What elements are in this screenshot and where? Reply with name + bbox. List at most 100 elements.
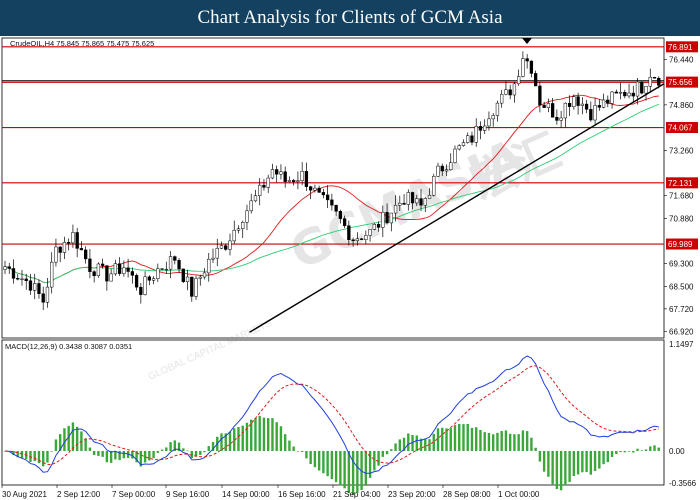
candle xyxy=(355,232,359,246)
macd-histogram-bar xyxy=(483,432,486,451)
candle xyxy=(96,262,101,278)
macd-histogram-bar xyxy=(547,450,550,477)
candle xyxy=(54,238,58,267)
macd-histogram-bar xyxy=(513,434,516,451)
candle xyxy=(334,204,338,216)
macd-histogram-bar xyxy=(559,450,563,491)
candle xyxy=(652,76,657,79)
candle xyxy=(126,258,130,278)
time-tick-label: 30 Aug 2021 xyxy=(2,490,47,499)
candle xyxy=(33,273,37,300)
candle xyxy=(381,205,385,237)
macd-histogram-bar xyxy=(347,450,351,494)
macd-histogram-bar xyxy=(653,445,656,451)
candle xyxy=(304,162,309,192)
macd-histogram-bar xyxy=(504,430,508,451)
macd-histogram-bar xyxy=(190,450,193,459)
candle xyxy=(623,89,627,99)
candle xyxy=(173,255,177,265)
macd-histogram-bar xyxy=(432,433,435,451)
macd-histogram-bar xyxy=(394,443,397,451)
macd-histogram-bar xyxy=(453,425,457,451)
candle xyxy=(147,275,151,286)
level-label: 74.067 xyxy=(668,124,693,133)
macd-histogram-bar xyxy=(42,450,45,467)
ascending-trendline xyxy=(249,83,665,333)
candle xyxy=(198,274,202,286)
candle xyxy=(219,241,224,250)
candle xyxy=(449,153,453,171)
candle xyxy=(364,230,368,245)
candle xyxy=(232,220,236,244)
macd-histogram-bar xyxy=(428,439,431,451)
macd-histogram-bar xyxy=(530,437,533,451)
macd-histogram-bar xyxy=(491,434,495,451)
candle xyxy=(151,276,156,285)
candle xyxy=(139,282,143,304)
candle xyxy=(28,273,33,295)
macd-histogram-bar xyxy=(54,439,58,451)
candle xyxy=(92,270,96,283)
macd-histogram-bar xyxy=(241,425,244,451)
candle xyxy=(300,162,304,186)
candle xyxy=(376,221,381,232)
macd-histogram xyxy=(3,415,660,495)
macd-histogram-bar xyxy=(199,450,202,455)
candle xyxy=(487,111,491,131)
macd-histogram-bar xyxy=(356,450,359,493)
price-panel xyxy=(1,37,665,339)
macd-histogram-bar xyxy=(339,450,342,486)
candle xyxy=(207,252,211,282)
candle xyxy=(614,89,618,94)
candle xyxy=(228,233,232,256)
macd-histogram-bar xyxy=(118,450,121,461)
macd-histogram-bar xyxy=(402,437,406,451)
macd-histogram-bar xyxy=(632,450,635,453)
candle xyxy=(359,237,364,240)
time-axis: 30 Aug 2021 2 Sep 12:00 7 Sep 00:00 9 Sep 1… xyxy=(1,485,540,499)
candle xyxy=(504,81,508,96)
candle xyxy=(215,238,219,267)
macd-histogram-bar xyxy=(615,450,618,455)
candle xyxy=(160,268,164,270)
macd-histogram-bar xyxy=(211,442,215,451)
macd-histogram-bar xyxy=(37,450,41,464)
level-label: 76.891 xyxy=(668,43,693,52)
macd-histogram-bar xyxy=(317,450,321,471)
candle xyxy=(211,248,215,264)
time-tick-label: 2 Sep 12:00 xyxy=(57,490,101,499)
candle xyxy=(109,268,113,282)
candle xyxy=(419,189,423,212)
candle xyxy=(236,225,241,234)
candlesticks xyxy=(3,51,661,311)
macd-histogram-bar xyxy=(254,417,257,451)
macd-histogram-bar xyxy=(330,450,334,480)
candle xyxy=(559,110,563,129)
macd-histogram-bar xyxy=(521,430,525,451)
candle xyxy=(436,162,440,177)
candle xyxy=(275,165,279,183)
macd-histogram-bar xyxy=(351,450,355,495)
macd-histogram-bar xyxy=(67,425,70,451)
macd-histogram-bar xyxy=(390,449,393,451)
candle xyxy=(478,121,483,140)
candle xyxy=(542,101,546,108)
price-chart[interactable]: GCMASIA 宏汇 GLOBAL CAPITAL MARKETS CrudeO… xyxy=(0,36,700,500)
macd-histogram-bar xyxy=(479,429,482,451)
candle xyxy=(105,265,109,291)
macd-histogram-bar xyxy=(610,450,614,457)
macd-histogram-bar xyxy=(131,450,134,459)
level-label: 72.131 xyxy=(668,179,693,188)
macd-histogram-bar xyxy=(415,435,418,451)
macd-histogram-bar xyxy=(407,433,410,451)
candle xyxy=(185,269,190,291)
candle xyxy=(181,268,185,284)
price-tick-label: 71.680 xyxy=(669,192,694,201)
macd-tick-label: 0.00 xyxy=(669,447,685,456)
macd-histogram-bar xyxy=(644,449,648,451)
candle xyxy=(16,274,20,281)
candle xyxy=(156,263,160,282)
macd-histogram-bar xyxy=(313,450,317,468)
candle xyxy=(258,178,262,206)
macd-histogram-bar xyxy=(424,439,427,451)
